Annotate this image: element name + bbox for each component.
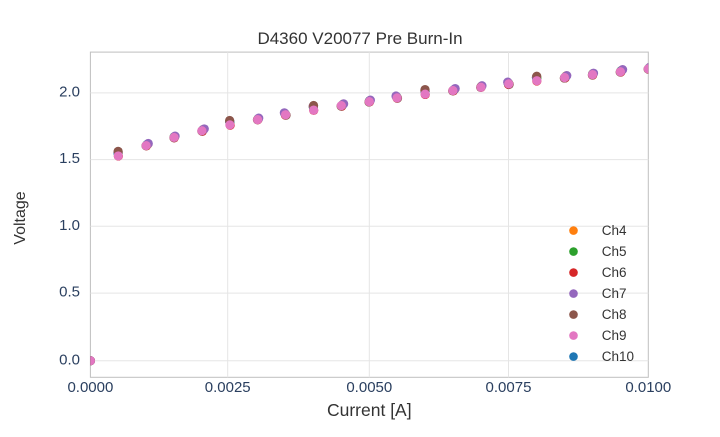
svg-text:0.0050: 0.0050 <box>346 379 392 396</box>
svg-text:Ch6: Ch6 <box>602 265 627 280</box>
svg-text:Ch7: Ch7 <box>602 286 627 301</box>
svg-text:D4360 V20077 Pre Burn-In: D4360 V20077 Pre Burn-In <box>257 29 462 48</box>
svg-text:0.0075: 0.0075 <box>486 379 532 396</box>
svg-text:0.5: 0.5 <box>59 284 80 301</box>
svg-text:2.0: 2.0 <box>59 84 80 101</box>
svg-text:Ch4: Ch4 <box>602 223 627 238</box>
svg-text:Ch9: Ch9 <box>602 328 627 343</box>
svg-text:Current [A]: Current [A] <box>327 400 412 420</box>
svg-text:0.0: 0.0 <box>59 351 80 368</box>
svg-text:0.0000: 0.0000 <box>67 379 113 396</box>
svg-text:0.0100: 0.0100 <box>625 379 671 396</box>
svg-text:Ch8: Ch8 <box>602 307 627 322</box>
svg-text:Ch10: Ch10 <box>602 349 634 364</box>
svg-text:Voltage: Voltage <box>12 191 29 244</box>
svg-text:1.0: 1.0 <box>59 217 80 234</box>
svg-text:1.5: 1.5 <box>59 150 80 167</box>
svg-text:Ch5: Ch5 <box>602 244 627 259</box>
svg-text:0.0025: 0.0025 <box>205 379 251 396</box>
